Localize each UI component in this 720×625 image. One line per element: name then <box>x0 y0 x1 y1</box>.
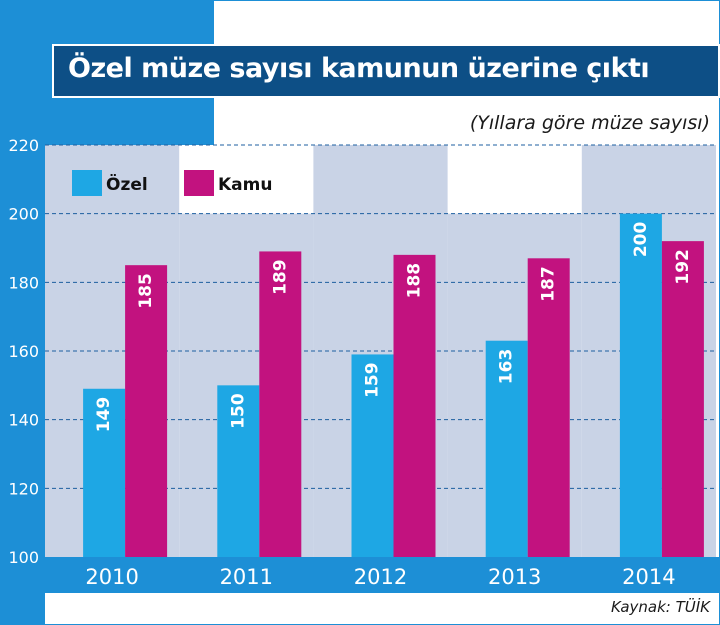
legend-label-kamu: Kamu <box>218 175 272 195</box>
bar-özel-2012 <box>351 354 394 557</box>
bar-kamu-2014 <box>661 241 704 557</box>
chart-subtitle: (Yıllara göre müze sayısı) <box>469 112 710 134</box>
y-axis-panel <box>0 0 45 625</box>
data-label-özel-2011: 150 <box>228 393 248 429</box>
bar-kamu-2013 <box>527 258 570 557</box>
data-label-kamu-2011: 189 <box>270 259 290 295</box>
data-label-özel-2013: 163 <box>497 349 517 385</box>
x-tick-2010: 2010 <box>85 565 138 589</box>
bar-özel-2011 <box>217 385 260 557</box>
bar-özel-2013 <box>485 340 528 557</box>
bar-kamu-2011 <box>259 251 302 557</box>
x-tick-2011: 2011 <box>220 565 273 589</box>
data-label-özel-2014: 200 <box>631 222 651 258</box>
data-label-özel-2010: 149 <box>94 397 114 433</box>
data-label-kamu-2014: 192 <box>673 249 693 285</box>
y-tick-140: 140 <box>8 411 39 430</box>
legend-label-özel: Özel <box>106 173 148 195</box>
source-note: Kaynak: TÜİK <box>611 598 710 616</box>
x-tick-2014: 2014 <box>622 565 675 589</box>
chart-title: Özel müze sayısı kamunun üzerine çıktı <box>68 53 650 84</box>
x-axis-bar <box>0 557 720 593</box>
bar-özel-2010 <box>83 388 126 557</box>
x-tick-2013: 2013 <box>488 565 541 589</box>
data-label-kamu-2010: 185 <box>136 273 156 309</box>
title-bar: Özel müze sayısı kamunun üzerine çıktı <box>52 44 720 98</box>
y-tick-200: 200 <box>8 205 39 224</box>
bar-özel-2014 <box>619 213 662 557</box>
data-label-özel-2012: 159 <box>363 362 383 398</box>
y-tick-160: 160 <box>8 342 39 361</box>
y-tick-120: 120 <box>8 479 39 498</box>
bar-kamu-2012 <box>393 254 436 557</box>
y-tick-220: 220 <box>8 136 39 155</box>
y-tick-180: 180 <box>8 273 39 292</box>
legend-swatch-özel <box>72 170 102 196</box>
y-tick-100: 100 <box>8 548 39 567</box>
legend-swatch-kamu <box>184 170 214 196</box>
bar-kamu-2010 <box>125 265 168 557</box>
data-label-kamu-2012: 188 <box>405 263 425 299</box>
data-label-kamu-2013: 187 <box>539 266 559 302</box>
x-tick-2012: 2012 <box>354 565 407 589</box>
